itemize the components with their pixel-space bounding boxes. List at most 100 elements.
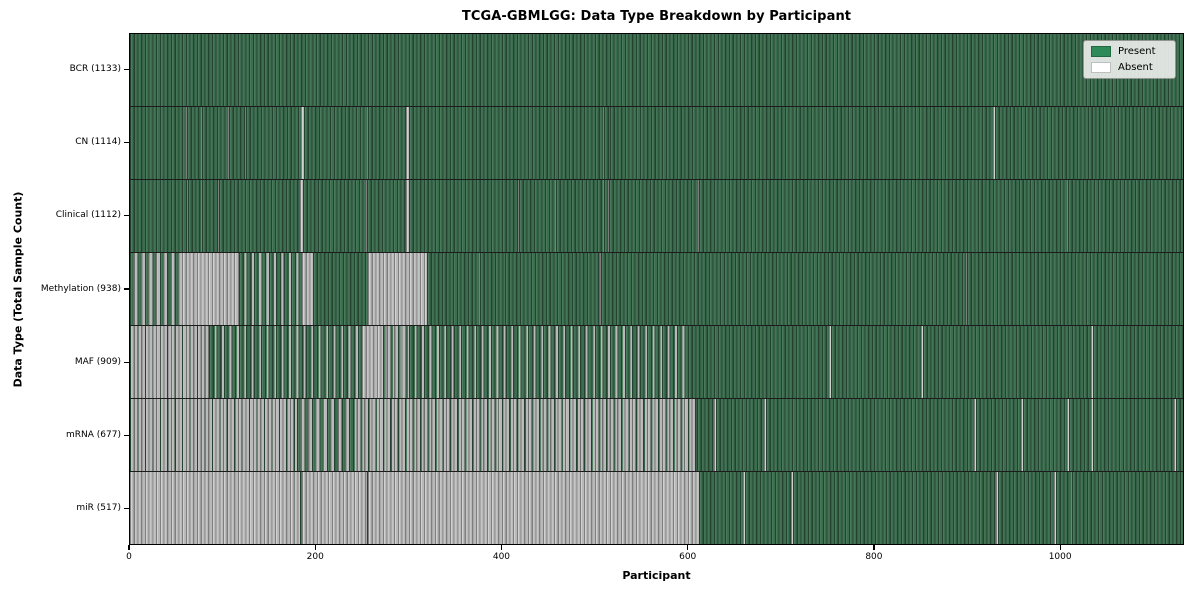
- segment-mixed: [297, 399, 354, 471]
- segment-absent: [1021, 399, 1024, 471]
- segment-absent: [697, 180, 699, 252]
- segment-absent: [218, 180, 220, 252]
- plot-area: [129, 33, 1184, 545]
- legend-label-absent: Absent: [1118, 62, 1153, 73]
- x-tick-label-1000: 1000: [1048, 552, 1072, 562]
- segment-absent: [554, 180, 556, 252]
- segment-present: [300, 472, 302, 544]
- segment-absent: [186, 180, 188, 252]
- segment-present: [367, 107, 407, 179]
- y-tick-label-miR: miR (517): [76, 502, 121, 513]
- x-tick-label-800: 800: [865, 552, 883, 562]
- segment-present: [698, 180, 1067, 252]
- segment-present: [995, 107, 1183, 179]
- segment-mixed: [382, 326, 409, 398]
- segment-absent: [1090, 326, 1093, 398]
- segment-mixed: [353, 399, 697, 471]
- segment-absent: [227, 107, 229, 179]
- segment-present: [975, 399, 1022, 471]
- segment-present: [715, 399, 764, 471]
- x-tick-mark: [1059, 545, 1061, 550]
- segment-present: [1055, 472, 1071, 544]
- segment-absent: [366, 180, 367, 252]
- y-tick-mark: [124, 215, 129, 217]
- segment-present: [1023, 399, 1067, 471]
- x-tick-mark: [687, 545, 689, 550]
- y-tick-mark: [124, 507, 129, 510]
- segment-absent: [965, 253, 968, 325]
- segment-absent: [743, 472, 746, 544]
- segment-present: [187, 180, 201, 252]
- segment-absent: [603, 180, 604, 252]
- y-tick-mark: [124, 361, 129, 363]
- row-mRNA: [130, 399, 1183, 472]
- segment-present: [1092, 326, 1183, 398]
- segment-present: [246, 107, 301, 179]
- segment-present: [505, 253, 601, 325]
- y-tick-label-Clinical: Clinical (1112): [55, 210, 121, 221]
- segment-absent: [182, 253, 239, 325]
- row-Clinical: [130, 180, 1183, 253]
- segment-absent: [300, 180, 303, 252]
- segment-present: [219, 180, 301, 252]
- segment-present: [366, 180, 407, 252]
- segment-absent: [301, 253, 314, 325]
- segment-present: [519, 180, 555, 252]
- legend-swatch-present: [1091, 46, 1111, 57]
- segment-present: [201, 180, 219, 252]
- y-tick-label-MAF: MAF (909): [74, 356, 121, 367]
- segment-present: [830, 326, 921, 398]
- segment-absent: [366, 107, 368, 179]
- segment-absent: [1066, 399, 1069, 471]
- segment-present: [608, 180, 698, 252]
- segment-absent: [200, 180, 202, 252]
- segment-absent: [993, 107, 996, 179]
- segment-present: [302, 180, 367, 252]
- segment-absent: [1066, 180, 1068, 252]
- segment-absent: [1173, 399, 1176, 471]
- y-tick-label-Methylation: Methylation (938): [40, 283, 121, 294]
- segment-mixed: [130, 399, 298, 471]
- segment-absent: [200, 107, 202, 179]
- y-tick-mark: [124, 68, 129, 71]
- segment-absent: [603, 107, 604, 179]
- segment-absent: [406, 107, 409, 179]
- segment-present: [480, 253, 505, 325]
- legend-label-present: Present: [1118, 46, 1156, 57]
- segment-absent: [301, 107, 304, 179]
- segment-present: [228, 107, 246, 179]
- segment-mixed: [208, 326, 363, 398]
- segment-present: [555, 180, 604, 252]
- y-tick-mark: [124, 434, 129, 436]
- y-tick-label-mRNA: mRNA (677): [66, 429, 121, 440]
- row-BCR: [130, 34, 1183, 107]
- segment-absent: [1053, 472, 1056, 544]
- row-miR: [130, 472, 1183, 544]
- segment-absent: [362, 326, 383, 398]
- segment-present: [408, 180, 519, 252]
- segment-absent: [763, 399, 766, 471]
- y-tick-label-BCR: BCR (1133): [69, 64, 121, 75]
- segment-present: [366, 472, 368, 544]
- segment-absent: [828, 326, 831, 398]
- legend-item-absent: Absent: [1091, 62, 1168, 73]
- segment-absent: [406, 180, 409, 252]
- row-MAF: [130, 326, 1183, 399]
- x-tick-label-600: 600: [679, 552, 697, 562]
- segment-absent: [996, 472, 999, 544]
- segment-absent: [479, 253, 481, 325]
- segment-mixed: [408, 326, 688, 398]
- segment-present: [967, 253, 1183, 325]
- x-axis-label: Participant: [622, 569, 691, 582]
- segment-present: [130, 107, 186, 179]
- segment-absent: [367, 472, 699, 544]
- segment-mixed: [130, 326, 209, 398]
- segment-absent: [301, 472, 367, 544]
- segment-present: [408, 107, 604, 179]
- x-tick-mark: [500, 545, 503, 550]
- legend-item-present: Present: [1091, 46, 1168, 57]
- segment-mixed: [238, 253, 302, 325]
- segment-present: [1072, 472, 1183, 544]
- y-tick-mark: [124, 142, 129, 144]
- segment-present: [922, 326, 1091, 398]
